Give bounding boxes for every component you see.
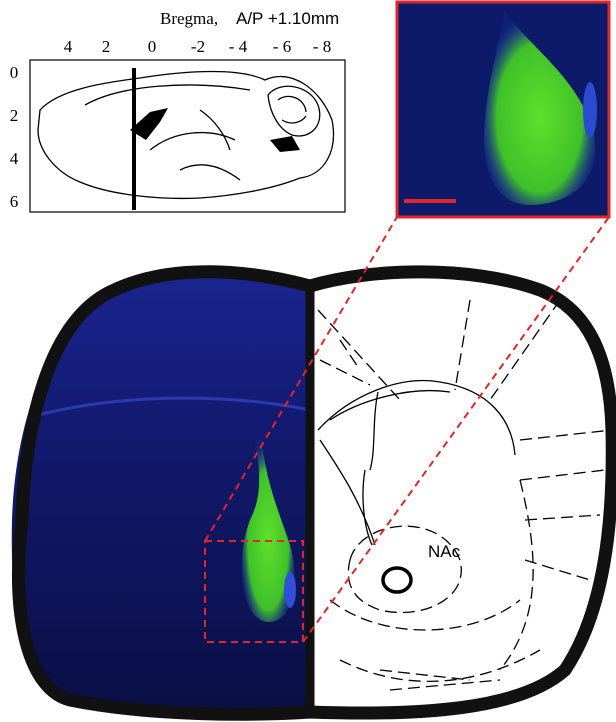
top-tick-label: - 8 — [313, 37, 331, 56]
top-tick-label: - 6 — [273, 37, 291, 56]
sagittal-line — [84, 84, 251, 106]
sagittal-structures — [149, 109, 241, 181]
region-label: NAc — [428, 542, 461, 561]
left-tick-label: 0 — [10, 63, 19, 82]
left-tick-label: 2 — [10, 106, 19, 125]
ventricle-blue — [284, 572, 296, 608]
zoom-connector — [204, 216, 398, 542]
zoom-box — [204, 540, 304, 643]
corpus-callosum — [19, 396, 310, 422]
ventricle — [130, 108, 168, 140]
top-tick-label: 0 — [148, 37, 157, 56]
tissue-detail — [19, 396, 310, 622]
fluorescent-half — [11, 271, 310, 714]
inset-ventricle — [583, 82, 597, 138]
left-tick-label: 6 — [10, 192, 19, 211]
labeled-region — [241, 440, 295, 622]
atlas-dashed-boundaries — [317, 299, 613, 691]
brain-outline — [12, 265, 616, 721]
top-tick-label: - 4 — [229, 37, 248, 56]
zoom-connector — [302, 216, 610, 643]
top-tick-label: 2 — [102, 37, 111, 56]
top-tick-label: -2 — [191, 37, 205, 56]
sagittal-brain — [37, 70, 335, 200]
atlas-half — [310, 271, 613, 714]
inset-label — [484, 10, 596, 205]
left-tick-label: 4 — [10, 149, 19, 168]
cerebellum — [267, 85, 321, 137]
fourth-ventricle — [270, 136, 300, 152]
bregma-label: Bregma, — [160, 9, 218, 28]
atlas-lines — [317, 380, 516, 546]
top-tick-label: 4 — [64, 37, 73, 56]
anterior-commissure — [381, 566, 413, 594]
ap-position: A/P +1.10mm — [236, 9, 339, 28]
